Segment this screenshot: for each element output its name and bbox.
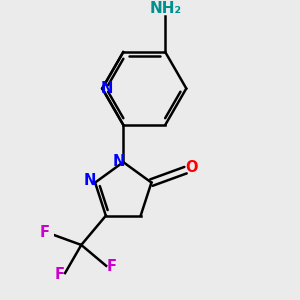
Text: N: N [83,173,95,188]
Text: NH₂: NH₂ [149,1,181,16]
Text: F: F [40,225,50,240]
Text: N: N [101,81,113,96]
Text: N: N [112,154,125,169]
Text: F: F [54,266,64,281]
Text: F: F [107,259,117,274]
Text: O: O [185,160,197,175]
